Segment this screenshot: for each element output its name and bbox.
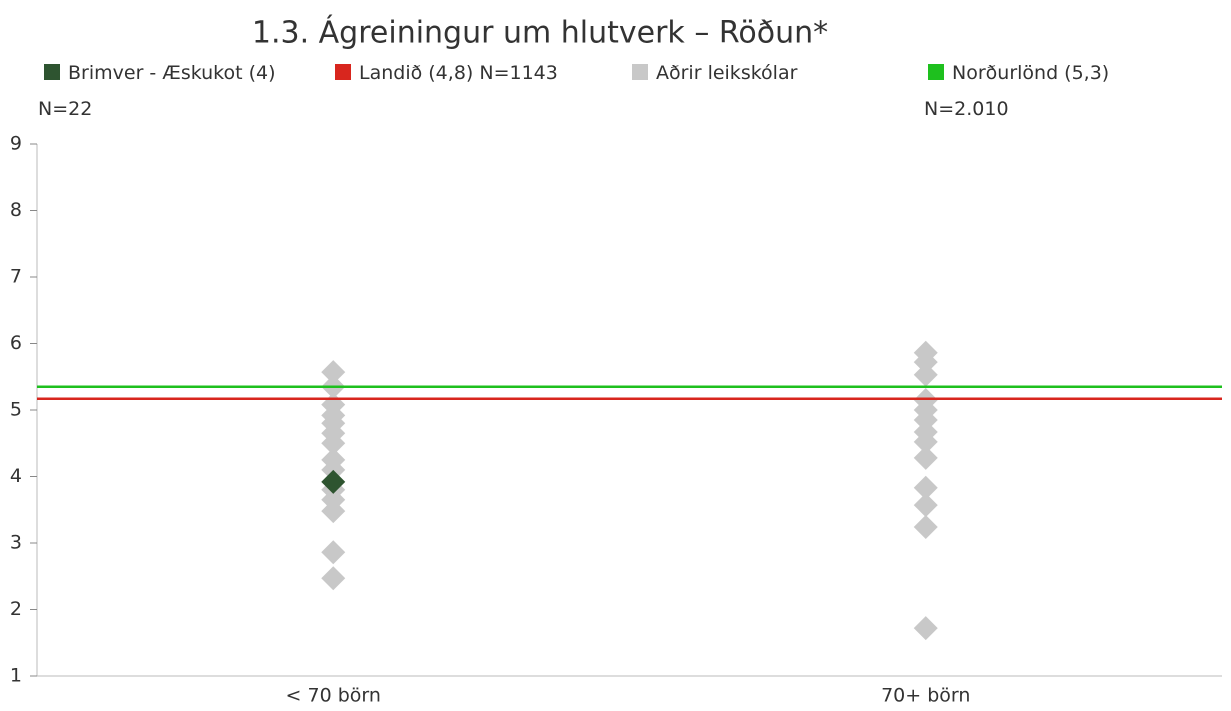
point — [913, 493, 938, 518]
x-tick-label: 70+ börn — [881, 685, 970, 707]
legend-item: Landið (4,8) N=1143 — [335, 55, 635, 91]
x-tick-label: < 70 börn — [286, 685, 381, 707]
legend-swatch — [632, 64, 648, 80]
y-tick-label: 3 — [10, 532, 22, 554]
y-tick-label: 9 — [10, 133, 22, 155]
legend-label: Landið (4,8) N=1143 — [359, 62, 558, 84]
point — [321, 360, 346, 385]
point — [321, 431, 346, 456]
point — [913, 475, 938, 500]
point — [913, 445, 938, 470]
y-tick-label: 6 — [10, 332, 22, 354]
point — [913, 362, 938, 387]
y-tick-label: 1 — [10, 665, 22, 687]
point — [321, 499, 346, 524]
y-tick-label: 7 — [10, 266, 22, 288]
legend-item: Brimver - Æskukot (4) N=22 — [38, 55, 318, 127]
chart-title: 1.3. Ágreiningur um hlutverk – Röðun* — [252, 15, 828, 51]
legend-swatch — [335, 64, 351, 80]
legend-swatch — [928, 64, 944, 80]
y-tick-label: 5 — [10, 399, 22, 421]
legend-item: Aðrir leikskólar — [632, 55, 912, 91]
legend-label: Norðurlönd (5,3) N=2.010 — [924, 62, 1110, 120]
y-tick-label: 4 — [10, 465, 22, 487]
point — [321, 566, 346, 591]
point — [321, 469, 346, 494]
point — [321, 540, 346, 565]
legend-item: Norðurlönd (5,3) N=2.010 — [924, 55, 1184, 127]
y-tick-label: 2 — [10, 598, 22, 620]
y-tick-label: 8 — [10, 199, 22, 221]
legend-label: Brimver - Æskukot (4) N=22 — [38, 62, 276, 120]
point — [913, 429, 938, 454]
legend-label: Aðrir leikskólar — [656, 62, 798, 84]
legend-swatch — [44, 64, 60, 80]
point — [913, 616, 938, 641]
point — [913, 350, 938, 375]
point — [913, 515, 938, 540]
